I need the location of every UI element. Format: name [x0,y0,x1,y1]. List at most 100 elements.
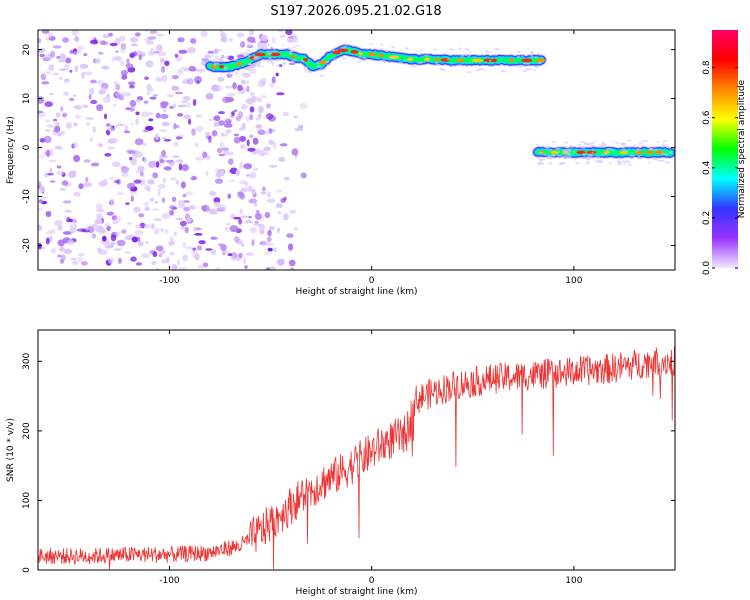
noise-blob [176,259,181,267]
noise-blob [109,42,118,47]
noise-blob [116,239,126,247]
ridge-halo [267,52,273,55]
ridge-halo [319,68,325,71]
ridge-halo [574,158,577,161]
ridge-halo [516,55,521,58]
noise-blob [53,118,58,122]
ridge-halo [555,147,561,150]
noise-blob [148,118,154,122]
ridge-halo [558,155,564,158]
noise-blob [217,204,226,211]
ridge-halo [563,149,568,152]
noise-blob [180,225,185,230]
noise-blob [161,74,168,82]
ridge-halo [639,141,644,144]
noise-blob [155,161,160,168]
ridge-peak [291,54,296,59]
noise-blob [224,123,233,128]
noise-blob [213,115,221,122]
noise-blob [194,76,203,84]
noise-blob [71,30,79,36]
noise-blob [155,112,161,119]
noise-blob [143,100,149,104]
noise-blob [257,41,262,49]
y-tick-label: 0 [22,567,32,573]
noise-blob [293,115,298,119]
noise-blob [137,165,145,172]
ridge-halo [498,64,501,67]
ridge-halo [591,152,595,155]
ridge-halo [352,57,356,60]
noise-blob [185,246,193,250]
noise-blob [69,257,77,261]
ridge-halo [633,144,637,146]
noise-blob [163,166,172,171]
noise-blob [210,236,218,240]
noise-blob [225,120,232,124]
noise-blob [156,33,164,37]
noise-blob [52,72,59,76]
noise-blob [181,100,188,104]
noise-blob [72,94,77,97]
noise-blob [174,53,179,58]
noise-blob [41,196,48,199]
noise-blob [278,156,286,163]
ridge-halo [618,157,622,160]
ridge-halo [536,143,540,146]
noise-blob [233,109,238,112]
colorbar-tick-label: 0.0 [702,261,712,276]
noise-blob [62,112,68,118]
noise-blob [45,119,51,123]
noise-blob [227,193,232,199]
noise-blob [59,259,65,264]
noise-blob [44,173,49,178]
noise-blob [186,205,193,209]
noise-blob [173,231,177,237]
noise-blob [246,174,251,177]
noise-blob [125,202,130,206]
noise-blob [178,267,188,270]
noise-blob [38,155,46,158]
noise-blob [120,45,127,54]
noise-blob [238,218,243,225]
snr-frame [37,329,676,571]
ridge-halo [316,65,322,68]
noise-blob [294,127,304,132]
noise-blob [279,143,288,147]
noise-blob [235,72,239,75]
ridge-halo [466,71,472,73]
ridge-halo [256,65,261,68]
ridge-peak [521,58,533,63]
noise-blob [73,122,78,127]
ridge-halo [548,162,552,165]
noise-blob [293,227,298,231]
noise-blob [177,37,185,43]
noise-blob [134,229,144,236]
noise-blob [110,234,117,242]
noise-blob [147,51,156,56]
noise-blob [185,191,194,195]
noise-blob [267,247,273,252]
noise-blob [153,227,160,235]
ridge-halo [652,148,658,151]
noise-blob [85,117,94,120]
noise-blob [177,68,184,75]
ridge-halo [656,140,660,143]
noise-blob [38,242,42,250]
colorbar: 0.0 0.2 0.4 0.6 0.8 Normalized spectral ampli… [702,30,747,275]
noise-blob [256,148,261,155]
noise-blob [92,223,97,228]
noise-blob [202,151,208,159]
noise-blob [113,248,122,251]
ridge-halo [435,61,439,64]
noise-blob [159,58,165,63]
noise-blob [112,220,119,225]
noise-blob [204,54,212,59]
noise-blob [268,115,276,122]
noise-blob [200,30,208,37]
noise-blob [210,249,217,255]
noise-blob [240,104,248,110]
noise-blob [39,53,45,58]
noise-blob [266,267,270,270]
noise-blob [176,159,184,163]
